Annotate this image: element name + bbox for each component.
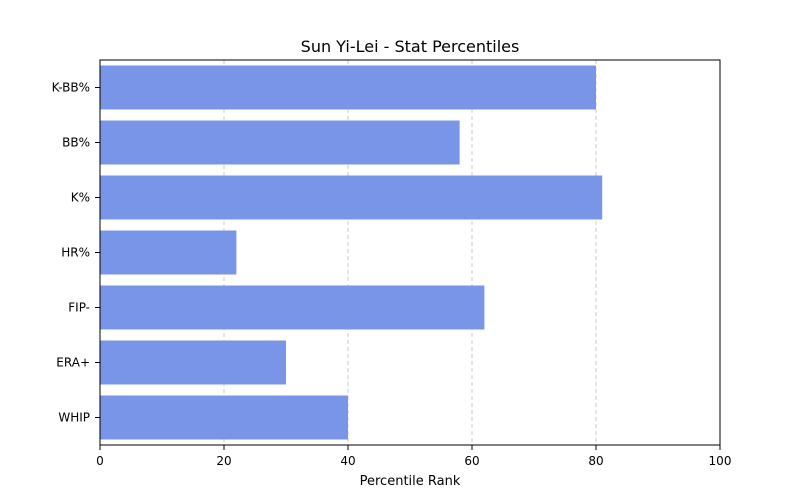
y-tick-label: K-BB% [52,81,90,95]
bar-bb [100,120,460,165]
bar-hr [100,230,237,275]
bar-k [100,175,603,220]
bar-fip [100,285,485,330]
x-tick-label: 100 [709,454,732,468]
y-tick-label: BB% [62,136,90,150]
x-tick-label: 20 [216,454,231,468]
x-axis: 0 20 40 60 80 100 [96,445,731,468]
x-axis-label: Percentile Rank [360,474,461,489]
y-tick-label: ERA+ [56,356,90,370]
x-tick-label: 40 [340,454,355,468]
x-tick-label: 80 [588,454,603,468]
y-tick-label: FIP- [68,301,90,315]
y-tick-label: HR% [61,246,90,260]
x-tick-label: 60 [464,454,479,468]
grid-layer [223,60,597,445]
chart-title: Sun Yi-Lei - Stat Percentiles [301,37,520,56]
y-tick-label: K% [71,191,90,205]
y-tick-label: WHIP [58,411,90,425]
bar-whip [100,395,348,440]
bar-era [100,340,286,385]
y-axis: K-BB% BB% K% HR% FIP- ERA+ WHIP [52,81,100,425]
bar-k-bb [100,65,596,110]
bars-layer [100,65,603,440]
x-tick-label: 0 [96,454,104,468]
